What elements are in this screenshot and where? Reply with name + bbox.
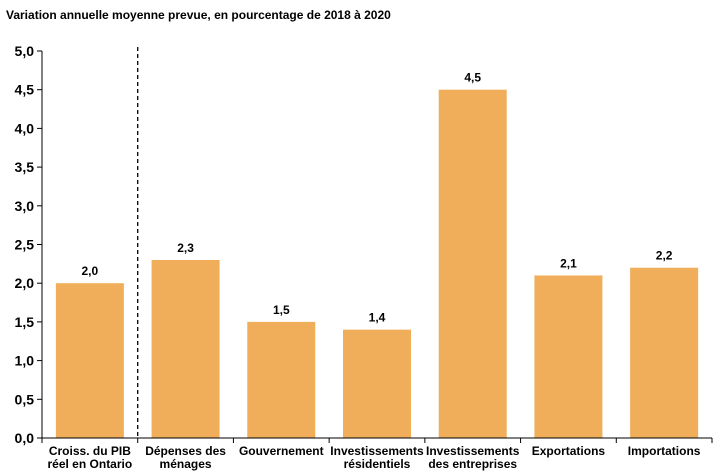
x-tick-label: Exportations [532,444,606,458]
y-tick-label: 3,0 [15,198,35,214]
y-tick-label: 4,0 [15,120,35,136]
x-tick-label: Importations [628,444,701,458]
x-tick-label: réel en Ontario [48,457,133,471]
y-tick-label: 2,5 [15,237,35,253]
x-tick-label: ménages [160,457,212,471]
y-tick-label: 2,0 [15,275,35,291]
y-tick-label: 3,5 [15,159,35,175]
x-tick-label: Investissements [330,444,424,458]
y-tick-label: 0,5 [15,391,35,407]
y-tick-label: 1,5 [15,314,35,330]
bar [438,89,507,438]
bar [247,321,316,438]
data-label: 1,4 [369,311,386,325]
x-tick-label: Gouvernement [239,444,324,458]
y-tick-label: 0,0 [15,430,35,446]
bars: 2,0 2,3 1,5 1,4 4,5 2,1 2,2 [55,71,699,438]
y-tick-label: 1,0 [15,353,35,369]
y-tick-label: 5,0 [15,43,35,59]
x-tick-label: Dépenses des [145,444,226,458]
x-tick-label: résidentiels [344,457,411,471]
x-tick-label: Investissements [426,444,520,458]
bar [55,283,124,438]
data-label: 2,1 [560,256,577,270]
data-label: 4,5 [464,71,481,85]
bar [534,275,603,438]
data-label: 1,5 [273,303,290,317]
bar [630,267,699,438]
data-label: 2,3 [177,241,194,255]
bar [343,329,411,438]
y-tick-label: 4,5 [15,82,35,98]
chart-title: Variation annuelle moyenne prevue, en po… [6,8,391,22]
data-label: 2,0 [82,264,99,278]
y-axis: 0,0 0,5 1,0 1,5 2,0 2,5 3,0 3,5 4,0 4,5 5,0 [15,43,43,446]
x-tick-label: des entreprises [428,457,517,471]
x-tick-label: Croiss. du PIB [49,444,131,458]
data-label: 2,2 [656,249,673,263]
bar [151,259,220,438]
